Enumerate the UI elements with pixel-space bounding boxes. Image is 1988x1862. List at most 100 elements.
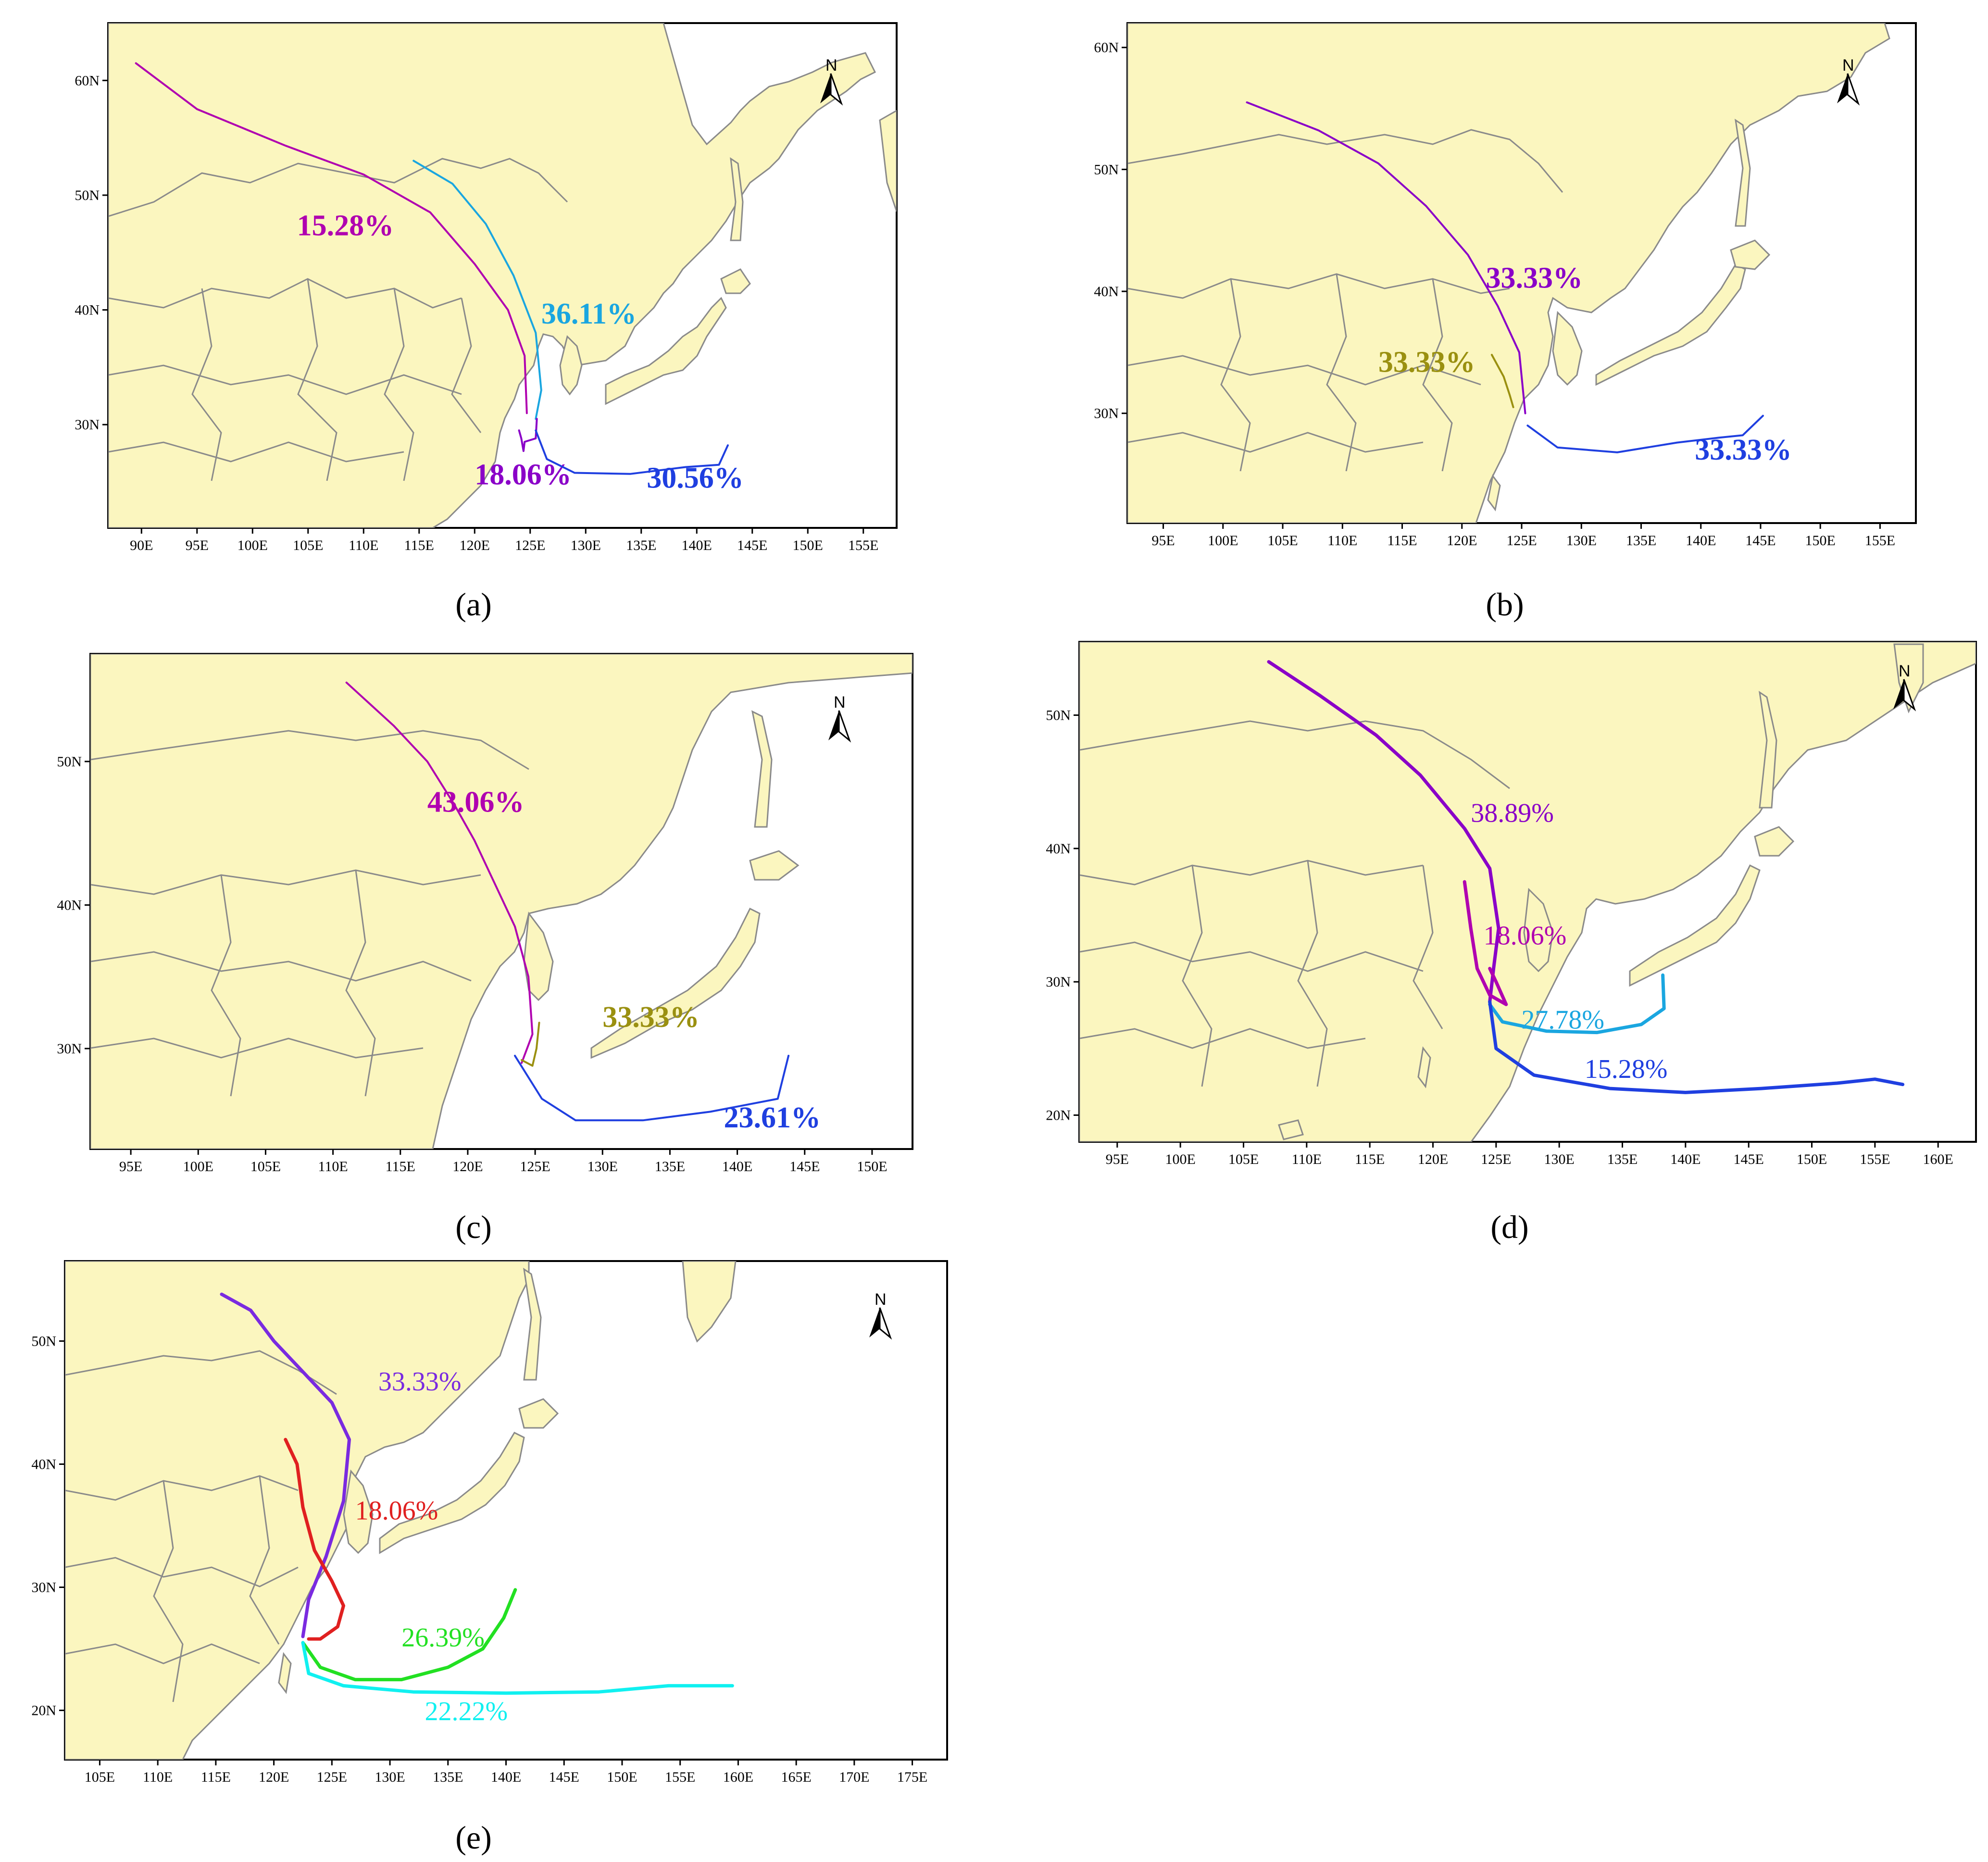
lon-tick-label: 125E xyxy=(515,537,545,553)
lon-tick-label: 170E xyxy=(839,1769,869,1785)
lon-tick-label: 120E xyxy=(259,1769,289,1785)
borders-c xyxy=(90,730,529,1097)
trajectories-e: 33.33% 18.06% 26.39% 22.22% xyxy=(220,1292,734,1726)
north-label-a: N xyxy=(825,56,838,75)
north-arrow-icon xyxy=(820,74,831,103)
land-asia-d xyxy=(1079,642,1976,1142)
trajectories-b: 33.33% 33.33% 33.33% xyxy=(1246,101,1792,466)
lon-tick-label: 140E xyxy=(722,1159,752,1175)
trajectory-percent-label: 33.33% xyxy=(1378,346,1475,378)
lon-tick-label: 115E xyxy=(1387,533,1417,549)
land-sakhalin-b xyxy=(1735,118,1751,227)
lat-tick-label: 50N xyxy=(31,1333,56,1349)
lon-tick-label: 155E xyxy=(665,1769,695,1785)
caption-e: (e) xyxy=(455,1819,491,1856)
lon-tick-label: 135E xyxy=(1607,1151,1638,1167)
lon-tick-label: 110E xyxy=(349,537,378,553)
lon-tick-label: 130E xyxy=(571,537,601,553)
lon-tick-label: 130E xyxy=(375,1769,405,1785)
land-sakhalin-a xyxy=(730,157,744,241)
lon-tick-label: 125E xyxy=(1506,533,1537,549)
caption-a: (a) xyxy=(455,586,491,623)
caption-c: (c) xyxy=(455,1209,491,1245)
trajectory-percent-label: 33.33% xyxy=(1486,262,1583,294)
lon-tick-label: 115E xyxy=(201,1769,231,1785)
land-asia-b xyxy=(1127,23,1890,523)
lat-tick-label: 40N xyxy=(1094,284,1119,300)
land-hokkaido-e xyxy=(518,1398,559,1429)
lat-tick-label: 20N xyxy=(1046,1108,1071,1124)
trajectory-line xyxy=(1246,101,1526,414)
north-arrow-a: N xyxy=(820,56,843,106)
lon-tick-label: 150E xyxy=(1805,533,1836,549)
lon-tick-label: 145E xyxy=(1734,1151,1764,1167)
landmass-a xyxy=(108,23,897,528)
lat-tick-label: 50N xyxy=(57,754,82,770)
lat-tick-label: 60N xyxy=(75,73,100,88)
lon-tick-label: 135E xyxy=(433,1769,463,1785)
trajectory-line xyxy=(135,62,528,414)
lon-tick-label: 160E xyxy=(1923,1151,1953,1167)
north-arrow-d: N xyxy=(1893,662,1916,712)
lon-tick-label: 110E xyxy=(318,1159,348,1175)
lon-tick-label: 95E xyxy=(119,1159,142,1175)
trajectory-percent-label: 18.06% xyxy=(355,1496,438,1526)
lon-tick-label: 150E xyxy=(857,1159,887,1175)
lon-tick-label: 95E xyxy=(186,537,209,553)
land-hokkaido-c xyxy=(749,850,800,881)
trajectory-percent-label: 15.28% xyxy=(297,209,394,242)
land-korea-e xyxy=(343,1469,374,1554)
lon-tick-label: 155E xyxy=(1865,533,1895,549)
land-asia-c xyxy=(90,654,913,1149)
trajectory-percent-label: 23.61% xyxy=(724,1101,821,1134)
panel-d: 95E 100E 105E 110E 115E 120E 125E 130E 135E 140E 1… xyxy=(1046,641,1977,1245)
trajectory-line xyxy=(514,1054,790,1122)
lon-tick-label: 145E xyxy=(737,537,767,553)
lon-tick-label: 145E xyxy=(1745,533,1775,549)
lat-tick-label: 30N xyxy=(57,1041,82,1057)
north-arrow-e: N xyxy=(869,1290,892,1340)
trajectory-percent-label: 22.22% xyxy=(425,1697,508,1726)
trajectory-line xyxy=(518,418,538,452)
trajectories-d: 38.89% 18.06% 27.78% 15.28% xyxy=(1267,660,1905,1094)
trajectory-line xyxy=(1488,1000,1905,1094)
trajectory-line xyxy=(1267,660,1500,1004)
north-arrow-c: N xyxy=(828,693,851,743)
north-arrow-icon xyxy=(1903,679,1916,712)
lon-tick-label: 160E xyxy=(723,1769,753,1785)
north-arrow-icon xyxy=(1893,679,1904,709)
land-hokkaido-d xyxy=(1754,826,1795,857)
trajectories-c: 43.06% 33.33% 23.61% xyxy=(345,681,821,1134)
land-kamchatka-e xyxy=(682,1261,737,1343)
trajectory-line xyxy=(220,1292,351,1638)
trajectory-line xyxy=(301,1588,517,1682)
lat-tick-label: 30N xyxy=(31,1580,56,1596)
lat-tick-label: 50N xyxy=(1094,162,1119,177)
trajectory-line xyxy=(1490,354,1514,408)
land-korea-b xyxy=(1552,311,1583,386)
trajectory-line xyxy=(413,160,542,420)
lon-tick-label: 110E xyxy=(1292,1151,1322,1167)
north-label-e: N xyxy=(875,1290,887,1309)
lon-tick-label: 100E xyxy=(1165,1151,1195,1167)
trajectory-percent-label: 43.06% xyxy=(427,786,525,818)
north-arrow-icon xyxy=(1847,73,1860,106)
trajectory-line xyxy=(284,1437,345,1641)
caption-d: (d) xyxy=(1490,1209,1528,1245)
lon-tick-label: 125E xyxy=(1481,1151,1511,1167)
north-arrow-icon xyxy=(1837,74,1848,103)
lon-tick-label: 145E xyxy=(549,1769,579,1785)
trajectory-percent-label: 33.33% xyxy=(378,1367,462,1397)
lat-tick-label: 50N xyxy=(1046,708,1071,724)
lon-tick-label: 120E xyxy=(1418,1151,1448,1167)
landmass-e xyxy=(65,1261,737,1760)
north-arrow-b: N xyxy=(1837,56,1860,106)
land-sakhalin-c xyxy=(751,710,773,828)
trajectory-line xyxy=(1488,973,1666,1035)
ticks-c: 95E 100E 105E 110E 115E 120E 125E 130E 135E 140E 1… xyxy=(57,754,887,1175)
lon-tick-label: 140E xyxy=(682,537,712,553)
borders-e xyxy=(65,1350,337,1702)
lat-tick-label: 40N xyxy=(57,897,82,913)
north-label-d: N xyxy=(1899,662,1911,680)
landmass-c xyxy=(90,654,913,1149)
